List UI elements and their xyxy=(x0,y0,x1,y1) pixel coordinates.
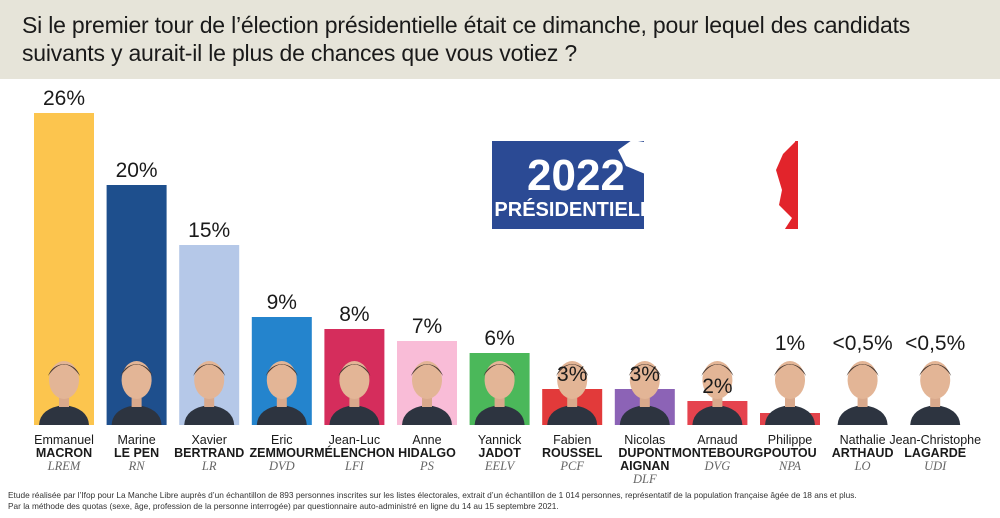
value-label: 3% xyxy=(557,363,587,386)
candidate-last-name: ARTHAUD xyxy=(832,446,894,460)
candidate-portrait xyxy=(329,361,380,425)
badge-blue-panel xyxy=(492,141,644,229)
candidate-party: PCF xyxy=(559,459,584,473)
candidate-portrait xyxy=(184,361,235,425)
candidate-party: LFI xyxy=(344,459,365,473)
portraits-group xyxy=(39,361,961,425)
footnote-line: Etude réalisée par l’Ifop pour La Manche… xyxy=(8,490,857,500)
value-labels-group: 26% 20% 15% 9% 8% 7% 6% 3% 3% 2% 1% <0,5% <0,5% xyxy=(43,87,965,398)
value-label: 20% xyxy=(116,159,158,182)
candidate-portrait xyxy=(111,361,162,425)
badge-subtitle: PRÉSIDENTIELLE xyxy=(494,198,665,221)
value-label: 15% xyxy=(188,219,230,242)
candidate-party: LO xyxy=(854,459,871,473)
title-banner: Si le premier tour de l’élection préside… xyxy=(0,0,1000,79)
candidate-portrait xyxy=(39,361,89,425)
candidate-first-name: Jean-Luc xyxy=(329,433,380,447)
candidate-first-name: Nathalie xyxy=(840,433,886,447)
candidate-portrait xyxy=(402,361,452,425)
value-label: 1% xyxy=(775,332,805,355)
candidate-first-name: Anne xyxy=(412,433,441,447)
candidate-last-name: MONTEBOURG xyxy=(672,446,764,460)
candidate-last-name: ZEMMOUR xyxy=(250,446,315,460)
candidate-party: DVD xyxy=(268,459,295,473)
candidate-first-name: Nicolas xyxy=(624,433,665,447)
candidate-last-name: MÉLENCHON xyxy=(314,445,395,460)
candidate-last-name: MACRON xyxy=(36,446,92,460)
value-label: 6% xyxy=(484,327,514,350)
candidate-first-name: Fabien xyxy=(553,433,591,447)
value-label: 3% xyxy=(630,363,660,386)
candidate-party: DVG xyxy=(704,459,731,473)
candidate-portrait xyxy=(692,361,743,425)
candidate-portrait xyxy=(256,361,307,425)
candidate-portrait xyxy=(765,361,815,425)
candidate-party: RN xyxy=(128,459,146,473)
candidate-party: LREM xyxy=(47,459,81,473)
candidate-last-name: BERTRAND xyxy=(174,446,244,460)
candidate-portrait xyxy=(474,361,525,425)
election-badge: 2022 PRÉSIDENTIELLE xyxy=(492,94,798,260)
candidate-first-name: Philippe xyxy=(768,433,813,447)
candidate-first-name: Yannick xyxy=(478,433,522,447)
candidate-last-name: JADOT xyxy=(478,446,521,460)
value-label: 8% xyxy=(339,303,369,326)
candidate-last-name: HIDALGO xyxy=(398,446,456,460)
candidate-portrait xyxy=(910,361,961,425)
candidate-last-name: DUPONT xyxy=(618,446,671,460)
candidate-party: NPA xyxy=(778,459,801,473)
candidate-last-name: POUTOU xyxy=(763,446,816,460)
candidate-first-name: Eric xyxy=(271,433,293,447)
badge-year: 2022 xyxy=(527,151,625,200)
candidate-last-name: AIGNAN xyxy=(620,459,669,473)
candidate-first-name: Jean-Christophe xyxy=(889,433,981,447)
candidate-party: LR xyxy=(201,459,217,473)
value-label: 9% xyxy=(267,291,297,314)
candidate-party: UDI xyxy=(924,459,947,473)
candidate-first-name: Xavier xyxy=(191,433,226,447)
candidate-first-name: Marine xyxy=(117,433,155,447)
candidate-portrait xyxy=(837,361,888,425)
candidate-party: DLF xyxy=(632,472,657,486)
france-map-icon xyxy=(618,94,798,260)
candidate-first-name: Emmanuel xyxy=(34,433,94,447)
value-label: <0,5% xyxy=(905,332,965,355)
footnote: Etude réalisée par l’Ifop pour La Manche… xyxy=(8,490,993,512)
value-label: 7% xyxy=(412,315,442,338)
candidate-portrait xyxy=(619,361,670,425)
candidate-party: EELV xyxy=(484,459,516,473)
value-label: <0,5% xyxy=(833,332,893,355)
footnote-line: Par la méthode des quotas (sexe, âge, pr… xyxy=(8,501,559,511)
candidate-first-name: Arnaud xyxy=(697,433,737,447)
chart-title: Si le premier tour de l’élection préside… xyxy=(22,12,911,66)
candidate-last-name: LAGARDE xyxy=(904,446,966,460)
candidate-party: PS xyxy=(419,459,435,473)
candidate-portrait xyxy=(547,361,598,425)
candidate-last-name: LE PEN xyxy=(114,446,159,460)
value-label: 2% xyxy=(702,375,732,398)
candidate-last-name: ROUSSEL xyxy=(542,446,603,460)
value-label: 26% xyxy=(43,87,85,110)
